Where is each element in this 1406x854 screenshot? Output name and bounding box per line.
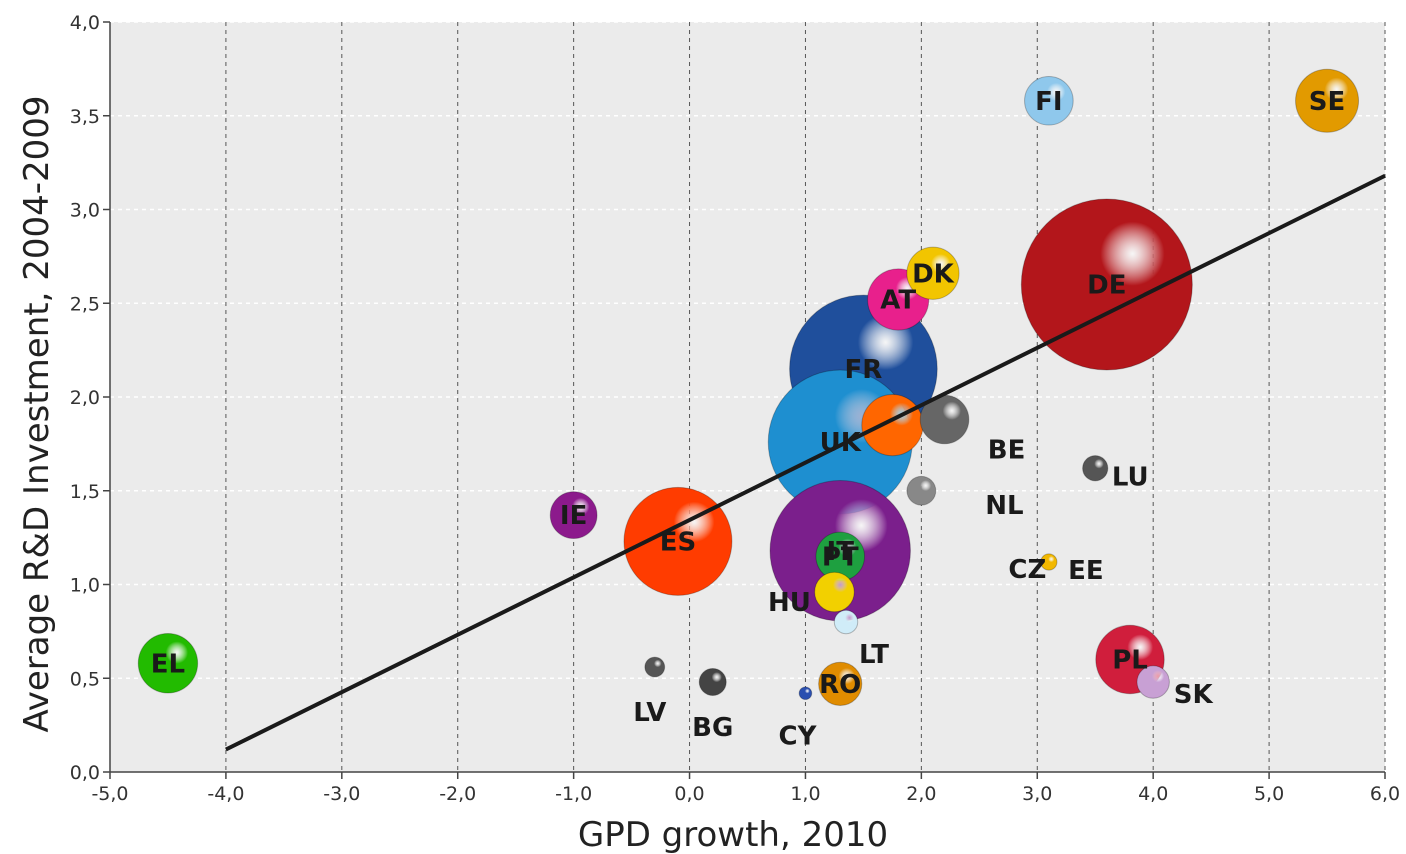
bubble-label-cz: CZ [1008, 555, 1046, 585]
x-tick-label: -3,0 [323, 783, 360, 805]
bubble-hu [814, 571, 855, 613]
y-tick-label: 0,5 [70, 668, 100, 690]
bubble-label-de: DE [1087, 271, 1126, 301]
x-tick-label: 2,0 [906, 783, 936, 805]
bubble-bg [698, 668, 727, 696]
bubble-ee [1040, 553, 1058, 571]
bubble-label-se: SE [1309, 87, 1346, 117]
bubble-label-dk: DK [912, 259, 955, 289]
x-tick-label: -1,0 [555, 783, 592, 805]
bubble-cz [906, 475, 937, 506]
bubble-label-cy: CY [778, 721, 817, 751]
y-tick-label: 3,5 [70, 106, 100, 128]
y-tick-label: 1,5 [70, 481, 100, 503]
x-tick-label: -4,0 [207, 783, 244, 805]
bubble-label-nl: NL [985, 491, 1023, 521]
bubble-lu [1082, 455, 1109, 482]
x-tick-label: 6,0 [1370, 783, 1400, 805]
bubble-fi [1024, 75, 1074, 126]
bubble-de [1020, 198, 1193, 371]
y-tick-label: 0,0 [70, 762, 100, 784]
bubble-ro [818, 661, 863, 706]
bubble-label-it: IT [827, 537, 855, 567]
bubble-label-ro: RO [819, 670, 861, 700]
bubble-label-bg: BG [692, 713, 733, 743]
trend-line-layer [225, 173, 1386, 752]
bubble-lt [833, 609, 859, 635]
axes: -5,0 -4,0 -3,0 -2,0 -1,0 0,0 1,0 2,0 3,0 4,0 5,0 6,… [70, 12, 1400, 805]
y-axis-title: Average R&D Investment, 2004-2009 [17, 95, 57, 732]
bubble-label-be: BE [988, 436, 1026, 466]
bubble-label-pl: PL [1112, 646, 1148, 676]
bubble-nl [861, 394, 924, 457]
y-tick-label: 4,0 [70, 12, 100, 34]
bubble-sk [1136, 665, 1170, 699]
bubble-label-at: AT [880, 286, 916, 316]
bubble-label-uk: UK [820, 428, 862, 458]
x-tick-label: 4,0 [1138, 783, 1168, 805]
bubble-dk [906, 246, 960, 300]
x-tick-label: -2,0 [439, 783, 476, 805]
bubble-se [1295, 68, 1360, 133]
bubble-label-lt: LT [859, 640, 889, 670]
trend-line [225, 173, 1386, 752]
x-tick-label: 1,0 [790, 783, 820, 805]
y-tick-label: 2,5 [70, 293, 100, 315]
plot-background [110, 22, 1385, 772]
y-tick-label: 3,0 [70, 200, 100, 222]
x-tick-label: -5,0 [91, 783, 128, 805]
bubble-label-fi: FI [1035, 87, 1062, 117]
bubble-label-hu: HU [768, 588, 811, 618]
bubble-el [137, 633, 199, 694]
x-tick-label: 3,0 [1022, 783, 1052, 805]
x-axis-title: GPD growth, 2010 [578, 815, 888, 854]
x-tick-label: 0,0 [674, 783, 704, 805]
y-tick-label: 2,0 [70, 387, 100, 409]
bubble-label-ee: EE [1068, 556, 1104, 586]
bubble-label-el: EL [151, 649, 185, 679]
bubble-series [137, 68, 1360, 706]
bubble-cy [798, 686, 813, 701]
bubble-label-pt: PT [822, 542, 859, 572]
bubble-lv [644, 656, 666, 678]
bubble-label-es: ES [660, 527, 697, 557]
x-tick-label: 5,0 [1254, 783, 1284, 805]
bubble-label-lv: LV [633, 698, 666, 728]
plot-area [110, 22, 1385, 772]
y-tick-label: 1,0 [70, 575, 100, 597]
bubble-ie [549, 491, 598, 540]
bubble-label-fr: FR [845, 355, 883, 385]
bubble-label-sk: SK [1174, 680, 1214, 710]
bubble-label-ie: IE [560, 501, 587, 531]
bubble-label-lu: LU [1112, 462, 1149, 492]
